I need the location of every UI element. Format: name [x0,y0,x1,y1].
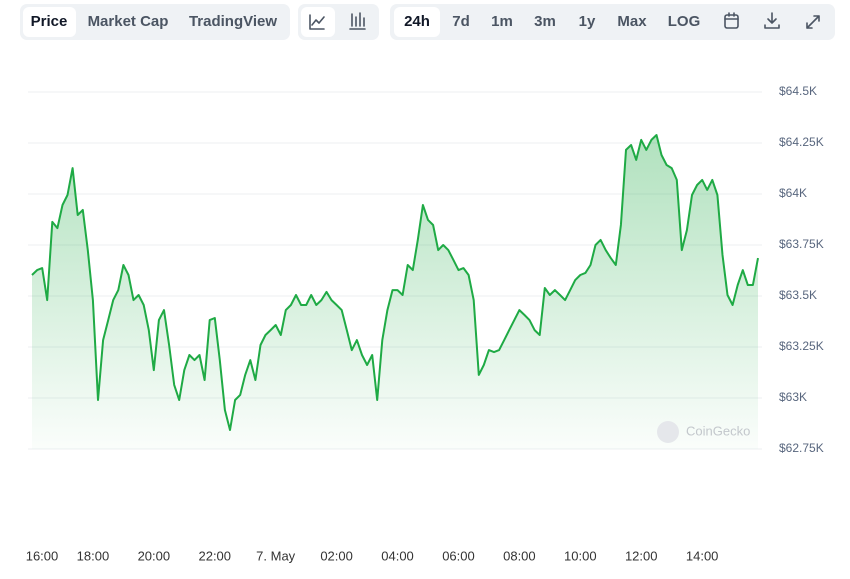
tab[interactable]: TradingView [189,13,277,30]
active-tab-bg [23,7,76,37]
range[interactable]: Max [617,13,647,30]
x-tick-label: 14:00 [686,548,719,563]
watermark-logo [657,421,679,443]
y-tick-label: $62.75K [779,441,824,455]
x-tick-label: 12:00 [625,548,658,563]
y-tick-label: $63K [779,390,807,404]
price-line [31,134,759,431]
x-tick-label: 16:00 [26,548,59,563]
fullscreen-icon[interactable] [806,15,820,29]
x-tick-label: 04:00 [381,548,414,563]
watermark: CoinGecko [686,423,750,438]
x-tick-label: 10:00 [564,548,597,563]
x-tick-label: 08:00 [503,548,536,563]
x-tick-label: 20:00 [138,548,171,563]
y-tick-label: $63.5K [779,288,817,302]
y-tick-label: $63.75K [779,237,824,251]
calendar-icon[interactable] [724,12,739,29]
x-tick-label: 18:00 [77,548,110,563]
range[interactable]: 1m [491,13,513,30]
x-tick-label: 06:00 [442,548,475,563]
data-tabs: Price Market Cap TradingView [20,4,290,40]
range-tabs: 24h 7d 1m 3m 1y Max LOG [390,4,835,40]
plot: $62.75K $63K $63.25K $63.5K $63.75K $64K $64.2… [26,84,824,563]
range[interactable]: 7d [452,13,470,30]
range[interactable]: 1y [579,13,596,30]
y-tick-label: $63.25K [779,339,824,353]
range[interactable]: 3m [534,13,556,30]
range[interactable]: 24h [404,13,430,30]
x-tick-label: 02:00 [320,548,353,563]
y-tick-label: $64K [779,186,807,200]
range[interactable]: LOG [668,13,701,30]
line-chart-icon[interactable] [309,14,325,30]
download-icon[interactable] [764,12,780,29]
x-tick-label: 22:00 [198,548,231,563]
tab[interactable]: Market Cap [88,13,169,30]
x-tick-label: 7. May [256,548,296,563]
y-tick-label: $64.25K [779,135,824,149]
y-tick-label: $64.5K [779,84,817,98]
price-area [32,135,758,449]
tab[interactable]: Price [31,13,68,30]
candle-chart-icon[interactable] [349,12,366,30]
chart-type-toggle [298,4,379,40]
